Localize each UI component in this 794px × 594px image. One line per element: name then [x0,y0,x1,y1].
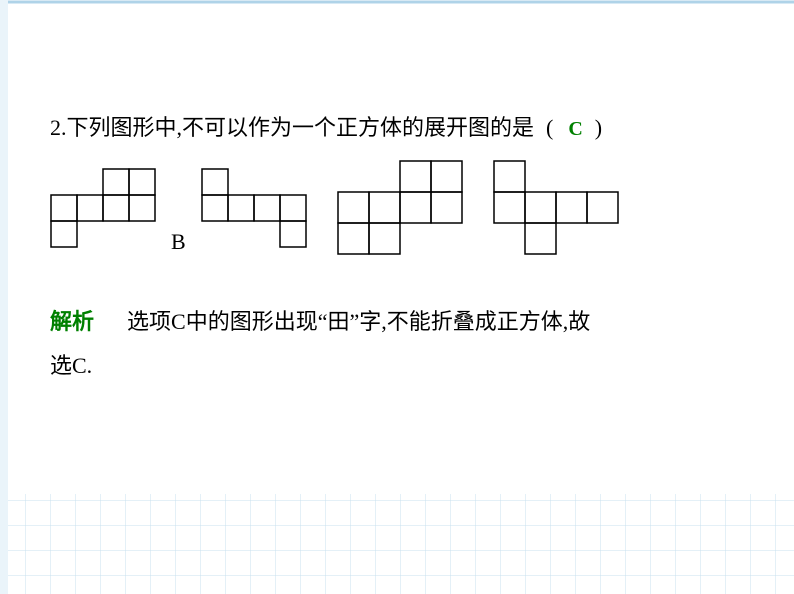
question-number: 2. [50,110,67,145]
question-body: 下列图形中,不可以作为一个正方体的展开图的是 [67,110,535,145]
answer-letter: C [568,113,582,145]
explanation-block: 解析 选项C中的图形出现“田”字,不能折叠成正方体,故 选C. [50,300,744,388]
figure-a [50,168,156,253]
figure-d [493,160,619,260]
question-line: 2. 下列图形中,不可以作为一个正方体的展开图的是 ( C ) [50,110,744,145]
paren-open: ( [546,110,553,145]
figure-b [201,168,307,253]
explanation-line1: 选项C中的图形出现“田”字,不能折叠成正方体,故 [127,309,590,334]
explanation-label: 解析 [50,309,94,334]
label-b: B [171,229,186,260]
slide-content: 2. 下列图形中,不可以作为一个正方体的展开图的是 ( C ) B 解析 选项C [0,0,794,388]
paren-close: ) [595,110,602,145]
figure-c [337,160,463,260]
figures-row: B [50,160,744,260]
explanation-line2: 选C. [50,353,92,378]
explanation-text-1 [100,309,122,334]
